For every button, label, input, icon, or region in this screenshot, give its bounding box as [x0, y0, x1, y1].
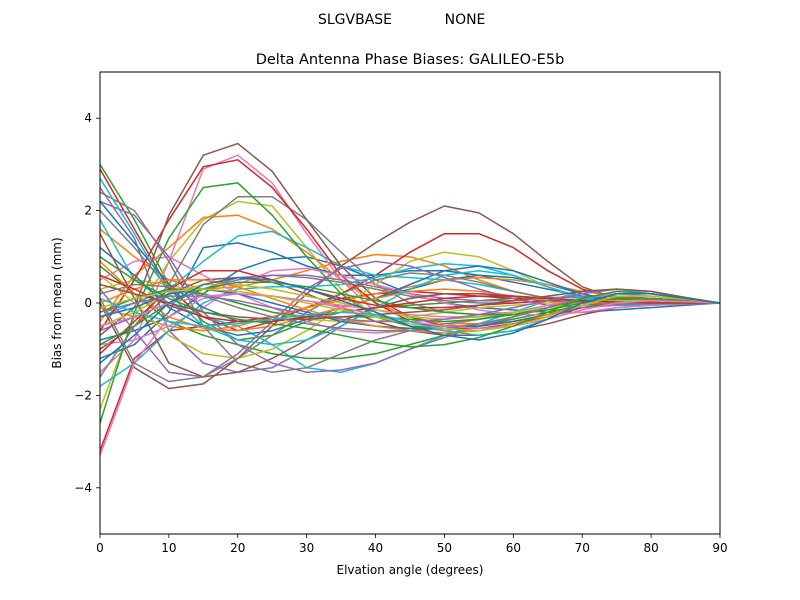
x-tick-label: 80: [643, 541, 658, 555]
y-axis-label: Bias from mean (mm): [50, 237, 64, 368]
suptitle-right: NONE: [445, 12, 486, 28]
series-line-33: [100, 288, 720, 323]
x-axis-label: Elvation angle (degrees): [337, 563, 484, 577]
y-tick-label: 0: [84, 296, 92, 310]
x-tick-label: 70: [575, 541, 590, 555]
series-line-51: [100, 256, 720, 348]
y-tick-label: 4: [84, 111, 92, 125]
x-tick-label: 40: [368, 541, 383, 555]
series-line-44: [100, 274, 720, 323]
y-tick-label: −2: [74, 388, 92, 402]
series-line-38: [100, 272, 720, 383]
x-tick-label: 0: [96, 541, 104, 555]
series-line-49: [100, 288, 720, 332]
y-tick-label: −4: [74, 481, 92, 495]
y-axis: −4 −2 0 2 4: [74, 111, 100, 495]
x-tick-label: 60: [506, 541, 521, 555]
x-tick-label: 20: [230, 541, 245, 555]
x-tick-label: 50: [437, 541, 452, 555]
suptitle-left: SLGVBASE: [318, 12, 392, 28]
x-tick-label: 10: [161, 541, 176, 555]
series-layer: [100, 142, 720, 456]
y-tick-label: 2: [84, 204, 92, 218]
x-tick-label: 30: [299, 541, 314, 555]
x-axis: 0 10 20 30 40 50 60 70 80 90: [96, 534, 728, 555]
series-line-52: [100, 276, 720, 364]
chart-title: Delta Antenna Phase Biases: GALILEO-E5b: [256, 52, 565, 68]
x-tick-label: 90: [712, 541, 727, 555]
